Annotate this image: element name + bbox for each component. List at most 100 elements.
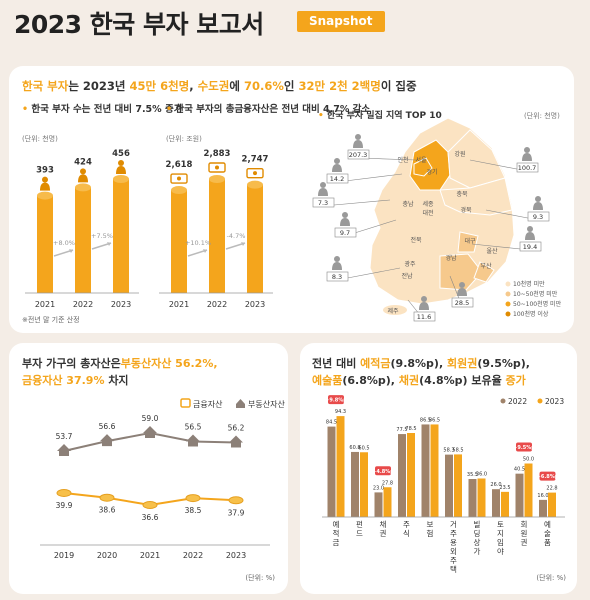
region-value-box — [326, 173, 349, 184]
bar-cap — [171, 186, 187, 195]
region-value: 28.5 — [455, 299, 469, 307]
growth-arrow-head — [107, 242, 111, 246]
data-label: 56.5 — [185, 422, 202, 431]
headline-highlight: 한국 부자 — [22, 79, 69, 93]
headline-text: , — [189, 79, 198, 93]
unit-label: (단위: %) — [245, 573, 275, 582]
region-label: 전남 — [401, 272, 413, 280]
data-label: 58.3 — [443, 448, 454, 454]
increase-badge-label: +4.8%p — [372, 469, 394, 475]
region-value: 7.3 — [318, 199, 328, 207]
gyeongnam-region — [439, 253, 483, 291]
data-label: 59.0 — [142, 414, 159, 423]
data-label: 23.5 — [499, 485, 510, 491]
growth-label: +10.1% — [185, 239, 211, 247]
region-label: 대전 — [422, 209, 433, 217]
data-label: 456 — [112, 149, 130, 159]
data-label: 39.9 — [56, 501, 73, 510]
financial-assets-title: • 한국 부자의 총금융자산은 전년 대비 4.7% 감소 — [166, 104, 371, 115]
increase-badge — [328, 395, 344, 405]
headline-highlight: 예술품 — [312, 374, 343, 387]
data-label: 38.6 — [99, 506, 116, 515]
bar — [548, 492, 556, 517]
person-icon — [116, 166, 126, 174]
bar — [171, 190, 187, 293]
region-label: 충북 — [456, 190, 468, 198]
data-label: 36.6 — [142, 513, 159, 522]
data-label: 424 — [74, 157, 92, 167]
money-icon — [253, 171, 257, 176]
data-point — [99, 493, 115, 502]
headline-text: 부자 가구의 총자산은 — [22, 357, 121, 370]
bar — [247, 184, 263, 293]
data-label: 94.3 — [335, 409, 346, 415]
region-label: 경북 — [460, 207, 472, 214]
person-icon — [42, 176, 48, 183]
daegu-region — [457, 231, 479, 253]
headline-text: (4.8%p) 보유율 — [419, 374, 506, 387]
growth-arrow — [225, 242, 246, 250]
person-icon — [80, 168, 86, 175]
legend-label: 10천명 미만 — [513, 280, 545, 288]
wealthy-count-chart: 393 2021 424 2022 456 2023 +8.0% +7.5% — [25, 149, 139, 309]
region-value: 9.7 — [340, 229, 350, 237]
region-label: 충남 — [402, 200, 414, 208]
headline-highlight: 채권 — [398, 374, 420, 387]
headline-highlight: 금융자산 37.9% — [22, 374, 105, 387]
legend-label: 금융자산 — [193, 399, 223, 409]
map-title: • 한국 부자 밀집 지역 TOP 10 — [318, 111, 442, 121]
data-point — [57, 444, 71, 456]
increase-badge — [516, 442, 532, 452]
data-label: 2,747 — [242, 155, 269, 165]
headline-text: (9.5%p), — [477, 357, 530, 370]
headline-highlight: 70.6% — [243, 79, 284, 93]
person-icon — [533, 202, 543, 210]
bar-cap — [247, 180, 263, 189]
wealthy-count-unit: (단위: 천명) — [22, 135, 58, 143]
x-tick-label: 2021 — [169, 300, 189, 309]
bar — [501, 491, 509, 517]
region-value: 14.2 — [330, 175, 344, 183]
bar — [336, 416, 345, 517]
bar — [492, 489, 500, 517]
data-point — [228, 496, 244, 505]
region-value-box — [413, 311, 436, 322]
data-label: 60.8 — [349, 445, 360, 451]
holding-rate-title: 전년 대비 예적금(9.8%p), 회원권(9.5%p), 예술품(6.8%p),… — [312, 355, 574, 389]
legend-swatch — [500, 398, 506, 404]
person-icon — [342, 212, 348, 218]
region-value-box — [334, 227, 357, 238]
legend-label: 10~50천명 미만 — [513, 290, 558, 298]
person-icon — [40, 182, 50, 191]
financial-assets-chart: 2,618 2021 2,883 2022 2,747 2023 +10.1% -4.7% — [159, 149, 273, 309]
legend-swatch — [505, 301, 511, 307]
legend-label: 50~100천명 미만 — [513, 300, 562, 308]
bar — [37, 195, 53, 293]
person-icon — [457, 288, 467, 296]
region-label: 세종 — [422, 200, 434, 208]
data-label: 86.5 — [429, 417, 440, 423]
bar — [360, 452, 368, 517]
data-label: 35.5 — [467, 472, 478, 478]
legend-label: 부동산자산 — [248, 399, 285, 409]
headline-highlight: 32만 2천 2백명 — [298, 79, 381, 93]
region-value: 207.3 — [349, 151, 368, 159]
person-icon — [118, 160, 124, 166]
x-tick-label: 2021 — [35, 300, 55, 309]
person-icon — [318, 188, 328, 196]
growth-label: +8.0% — [53, 239, 75, 247]
region-value: 100.7 — [518, 164, 537, 172]
x-tick-label: 2022 — [207, 300, 227, 309]
region-label: 인천 — [397, 156, 408, 164]
increase-badge-label: +9.5%p — [513, 445, 535, 451]
region-label: 경남 — [445, 254, 457, 262]
region-label: 경기 — [426, 168, 437, 176]
data-point — [56, 489, 72, 497]
bar — [374, 492, 383, 517]
region-value: 19.4 — [523, 243, 537, 251]
bar — [524, 463, 533, 517]
